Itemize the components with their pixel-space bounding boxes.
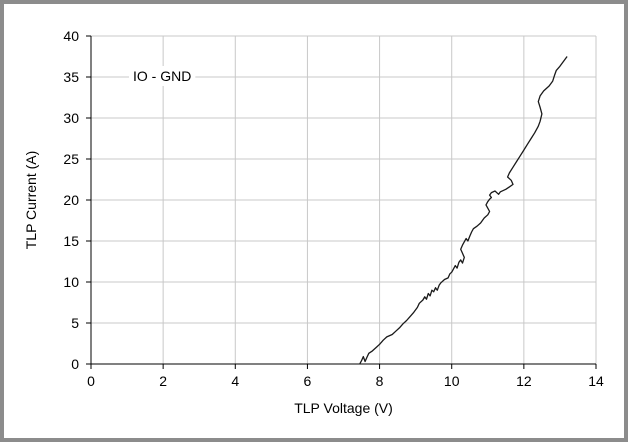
y-tick-label: 40 xyxy=(63,28,79,44)
x-tick-label: 14 xyxy=(588,373,604,389)
y-tick-label: 25 xyxy=(63,151,79,167)
y-tick-label: 30 xyxy=(63,110,79,126)
x-tick-label: 0 xyxy=(87,373,95,389)
y-tick-label: 20 xyxy=(63,192,79,208)
axes xyxy=(86,35,597,369)
x-axis-title: TLP Voltage (V) xyxy=(294,400,393,416)
series-line xyxy=(359,56,568,365)
y-axis-title: TLP Current (A) xyxy=(23,151,39,250)
x-tick-label: 8 xyxy=(376,373,384,389)
x-tick-label: 2 xyxy=(159,373,167,389)
x-tick-label: 10 xyxy=(444,373,460,389)
tick-labels: 0 2 4 6 8 10 12 14 0 5 10 15 20 25 30 35 40 xyxy=(63,28,604,389)
chart-annotation: IO - GND xyxy=(133,68,191,84)
annotation-box xyxy=(129,66,196,86)
x-tick-label: 12 xyxy=(516,373,532,389)
grid xyxy=(91,35,597,364)
y-tick-label: 0 xyxy=(71,356,79,372)
y-tick-label: 15 xyxy=(63,233,79,249)
y-tick-label: 10 xyxy=(63,274,79,290)
x-tick-label: 4 xyxy=(231,373,239,389)
y-tick-label: 35 xyxy=(63,69,79,85)
series-layer xyxy=(359,56,568,365)
x-tick-label: 6 xyxy=(304,373,312,389)
y-tick-label: 5 xyxy=(71,315,79,331)
